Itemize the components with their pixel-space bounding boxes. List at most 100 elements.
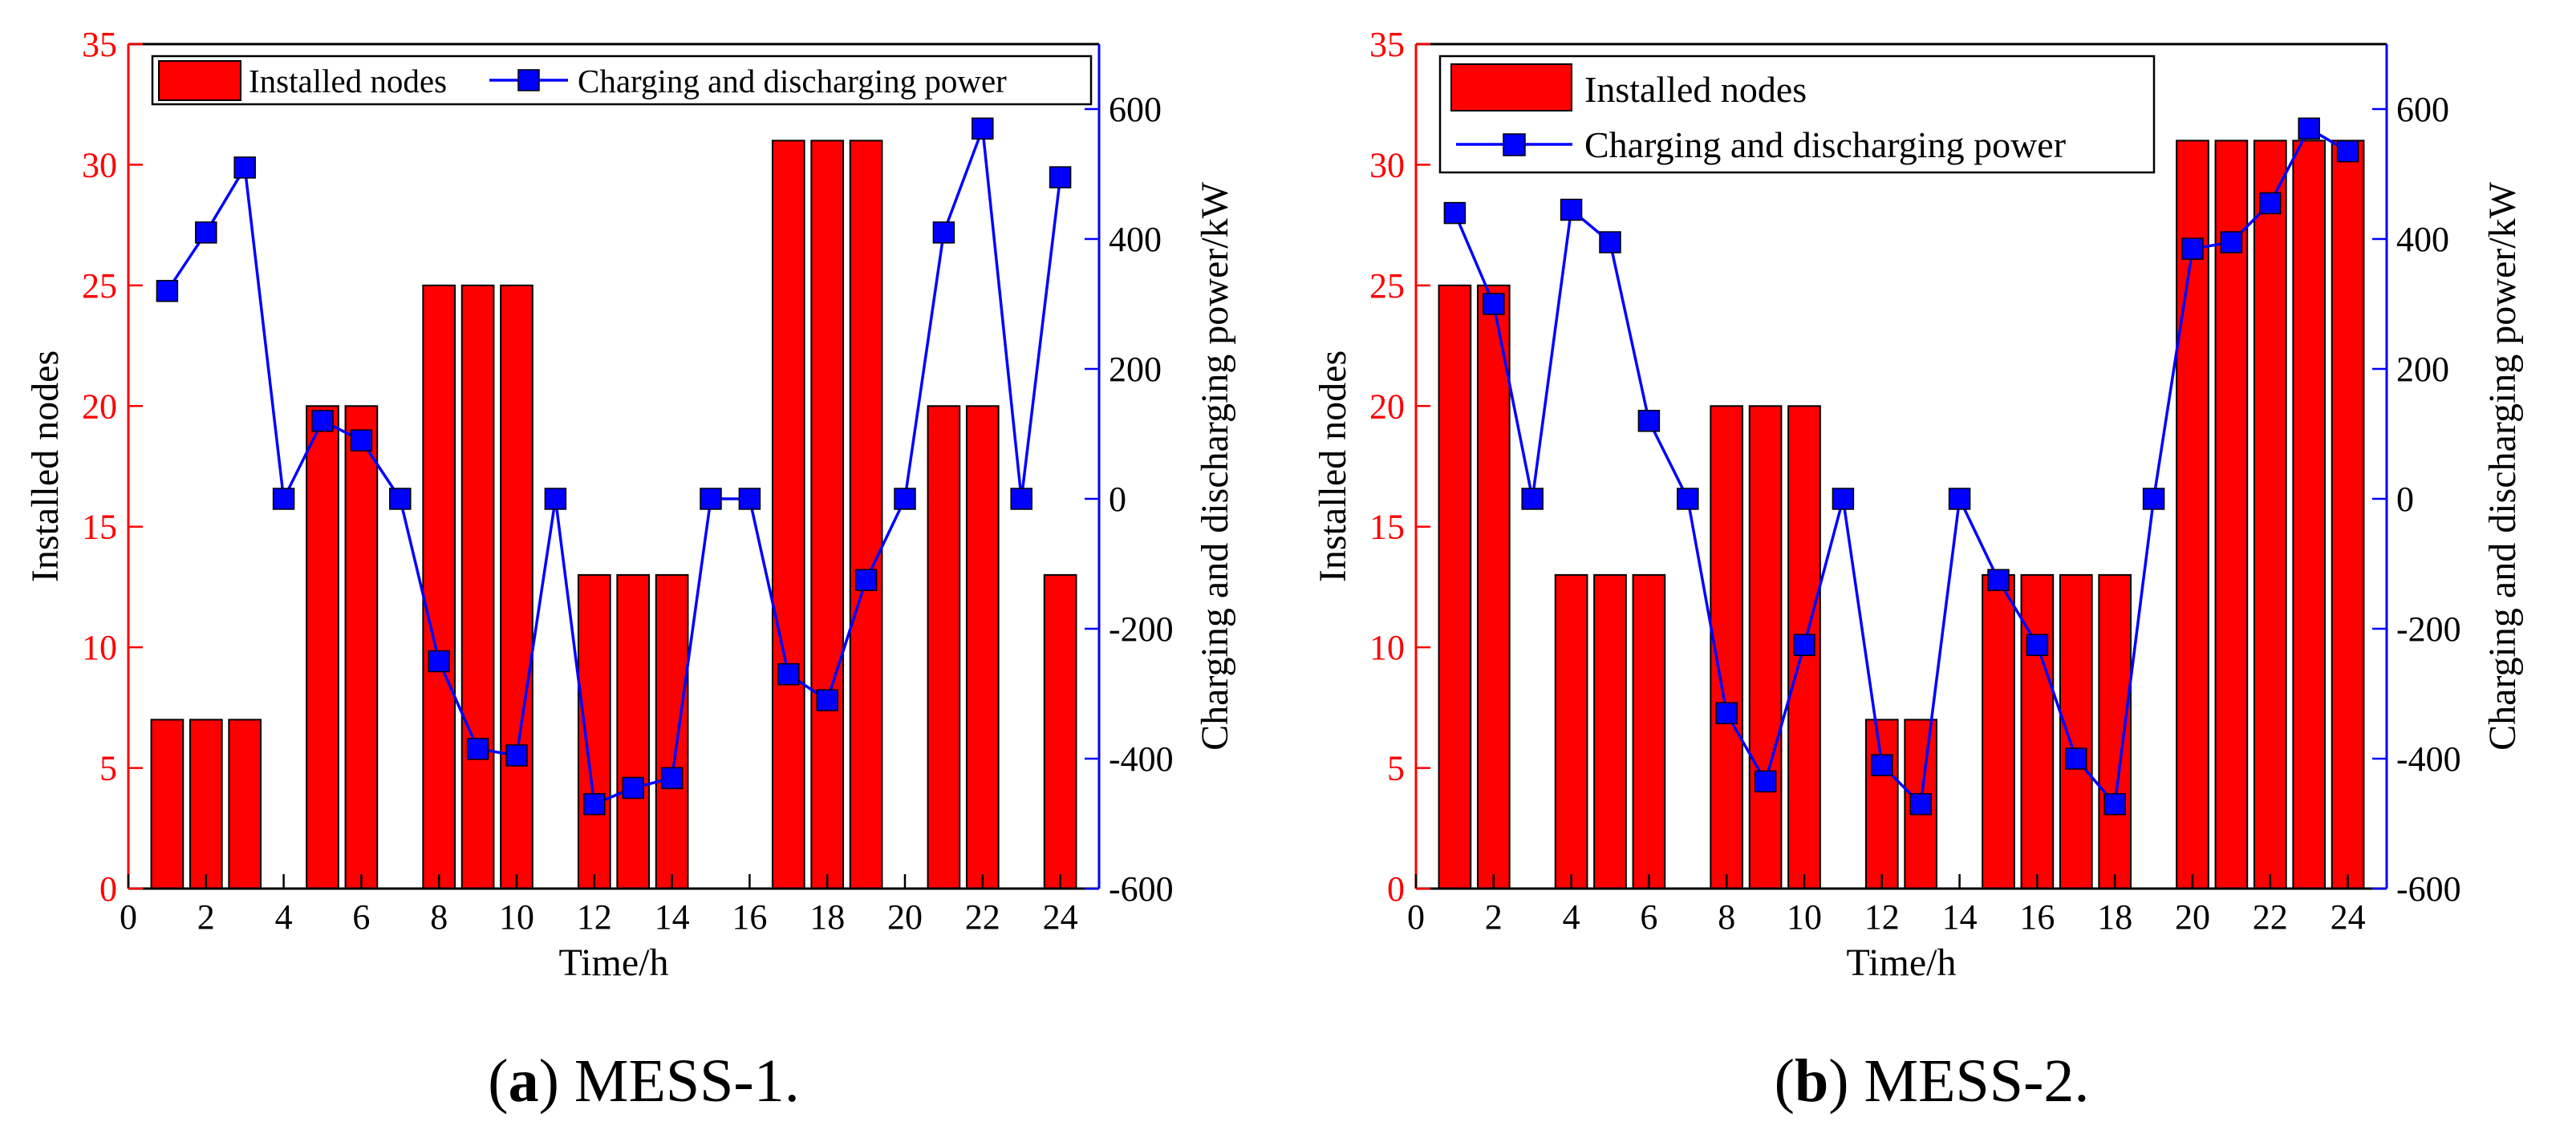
power-marker <box>1871 754 1893 776</box>
power-marker <box>1715 702 1738 725</box>
y-tick-label: 5 <box>99 749 117 788</box>
bar <box>2214 140 2249 890</box>
y2-tick-label: 200 <box>2396 350 2449 389</box>
power-marker <box>1443 201 1466 225</box>
power-marker <box>2259 192 2282 215</box>
power-marker <box>1909 792 1932 816</box>
power-marker <box>350 429 373 452</box>
power-marker <box>2065 747 2087 770</box>
x-tick-label: 24 <box>2331 897 2366 937</box>
legend-line-marker <box>1503 133 1526 156</box>
legend-bar-swatch <box>158 60 241 101</box>
caption-a: (a) MESS-1. <box>488 1047 800 1115</box>
power-marker <box>2026 634 2049 656</box>
y2-axis-title: Charging and discharging power/kW <box>2481 181 2524 750</box>
bar <box>306 405 339 889</box>
power-line <box>1453 126 2349 808</box>
x-tick-label: 22 <box>2253 897 2288 937</box>
y2-tick-label: 600 <box>1109 90 1162 129</box>
caption-b-text: MESS-2. <box>1864 1047 2090 1115</box>
y2-tick-label: -200 <box>1109 609 1174 649</box>
power-marker <box>1483 293 1505 315</box>
power-line <box>165 128 1062 807</box>
x-tick-label: 20 <box>2175 897 2210 937</box>
power-marker <box>972 117 994 140</box>
power-marker <box>311 410 334 432</box>
bar <box>1632 573 1666 890</box>
y-tick-label: 10 <box>82 628 117 667</box>
bar <box>2331 140 2365 890</box>
caption-b-label: b <box>1794 1047 1829 1115</box>
power-marker <box>2181 237 2204 260</box>
y-tick-label: 35 <box>1369 25 1405 64</box>
y2-tick-label: -600 <box>2396 869 2461 909</box>
y-tick-label: 15 <box>1369 508 1405 547</box>
legend-bar-label: Installed nodes <box>1584 69 1807 110</box>
power-marker <box>932 221 955 244</box>
bar <box>500 284 533 890</box>
y-tick-label: 20 <box>1369 387 1405 426</box>
x-tick-label: 16 <box>732 897 767 937</box>
power-marker <box>583 792 606 816</box>
bar <box>2020 573 2055 890</box>
x-axis-title: Time/h <box>1847 942 1957 984</box>
power-marker <box>466 738 489 760</box>
chart-panel-b: 0 2 4 6 8 10 12 14 16 18 20 22 24 0 5 10 15 20 25 30 35 -600-… <box>1288 0 2576 1138</box>
bar <box>1593 573 1627 890</box>
power-marker <box>1832 488 1855 510</box>
power-marker <box>816 689 838 711</box>
x-tick-label: 0 <box>120 897 137 937</box>
power-marker <box>1521 488 1544 510</box>
power-marker <box>389 488 412 510</box>
power-marker <box>1010 488 1032 510</box>
power-marker <box>1677 488 1699 510</box>
bar <box>1748 405 1783 889</box>
power-marker <box>2336 140 2359 163</box>
bar <box>655 573 689 890</box>
y2-tick-label: -400 <box>2396 739 2461 779</box>
x-tick-label: 2 <box>197 897 215 937</box>
bar <box>2059 573 2093 890</box>
x-tick-label: 12 <box>1864 897 1900 937</box>
y-tick-label: 10 <box>1369 628 1405 667</box>
bar <box>965 405 1000 889</box>
power-marker <box>1599 231 1621 253</box>
y-tick-label: 25 <box>82 266 117 306</box>
power-marker <box>894 488 916 510</box>
power-marker <box>272 488 295 510</box>
power-marker <box>622 776 644 800</box>
bar <box>189 719 223 890</box>
bar <box>150 719 185 890</box>
power-marker <box>2142 488 2165 510</box>
power-marker <box>1560 198 1583 221</box>
bar <box>2176 140 2209 890</box>
x-tick-label: 22 <box>965 897 1000 937</box>
power-marker <box>777 662 800 686</box>
power-marker <box>1948 488 1971 510</box>
y2-tick-label: -200 <box>2396 609 2461 649</box>
x-tick-label: 18 <box>809 897 845 937</box>
x-tick-label: 20 <box>887 897 923 937</box>
y2-tick-label: 200 <box>1109 350 1162 389</box>
chart-b-svg: 0 2 4 6 8 10 12 14 16 18 20 22 2405101520253035-600-… <box>1312 25 2524 984</box>
bar <box>2098 573 2132 890</box>
caption-a-label: a <box>508 1047 539 1115</box>
power-marker <box>2103 792 2126 816</box>
y2-tick-label: 400 <box>2396 220 2449 259</box>
y-tick-label: 5 <box>1387 749 1405 788</box>
power-marker <box>738 488 761 510</box>
x-tick-label: 6 <box>1640 897 1657 937</box>
y-tick-label: 0 <box>1387 869 1405 909</box>
x-axis-title: Time/h <box>559 942 669 984</box>
power-marker <box>195 221 217 244</box>
y-tick-label: 15 <box>82 508 117 547</box>
y2-tick-label: 600 <box>2396 90 2449 129</box>
bar <box>2292 140 2327 890</box>
y-axis-title: Installed nodes <box>1312 350 1354 582</box>
y-tick-label: 30 <box>82 145 117 184</box>
power-marker <box>233 156 256 179</box>
x-tick-label: 0 <box>1407 897 1425 937</box>
caption-a-text: MESS-1. <box>574 1047 800 1115</box>
bar <box>2253 140 2287 890</box>
y2-tick-label: -600 <box>1109 869 1174 909</box>
